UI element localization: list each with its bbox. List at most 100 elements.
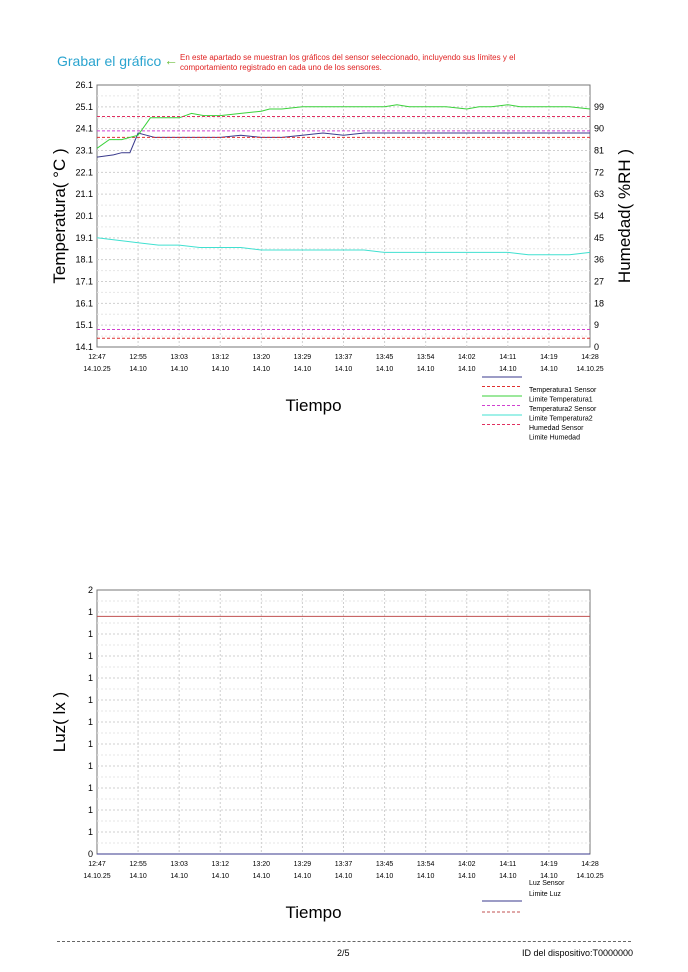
x-tick-date: 14.10 <box>417 873 435 880</box>
x-tick-time: 14:02 <box>458 861 476 868</box>
x-tick-date: 14.10 <box>253 366 271 373</box>
y-axis-label: Temperatura( °C ) <box>50 148 69 283</box>
x-tick-date: 14.10.25 <box>83 366 110 373</box>
x-tick-time: 14:19 <box>540 354 558 361</box>
y-tick-label: 15.1 <box>75 320 93 330</box>
y-tick-label: 23.1 <box>75 146 93 156</box>
x-tick-time: 13:12 <box>211 354 229 361</box>
legend-label: Humedad Sensor <box>529 425 584 432</box>
y2-axis-label: Humedad( %RH ) <box>615 149 634 283</box>
x-tick-date: 14.10 <box>253 873 271 880</box>
x-axis-label: Tiempo <box>285 396 341 415</box>
y-tick-label: 1 <box>88 673 93 683</box>
x-tick-time: 14:28 <box>581 354 599 361</box>
x-tick-date: 14.10 <box>129 366 147 373</box>
x-tick-time: 13:37 <box>335 861 353 868</box>
x-tick-time: 13:54 <box>417 354 435 361</box>
legend-label: Luz Sensor <box>529 880 565 887</box>
y-tick-label: 17.1 <box>75 277 93 287</box>
x-tick-date: 14.10 <box>417 366 435 373</box>
x-tick-time: 13:12 <box>211 861 229 868</box>
temperature-humidity-chart: 14.1 15.1 16.1 17.1 18.1 19.1 20.1 21.1 22.1 23.1… <box>50 80 634 442</box>
y-tick-label: 1 <box>88 629 93 639</box>
y-tick-label: 1 <box>88 739 93 749</box>
y-tick-label: 1 <box>88 651 93 661</box>
y-tick-label: 2 <box>88 585 93 595</box>
footer-divider <box>57 941 631 942</box>
device-id: ID del dispositivo:T0000000 <box>522 948 634 958</box>
x-tick-date: 14.10 <box>540 366 558 373</box>
page-number: 2/5 <box>337 948 350 958</box>
y-axis-label: Luz( lx ) <box>50 692 69 752</box>
series-line-temp1 <box>96 132 590 158</box>
legend-label: Limite Temperatura1 <box>529 397 593 404</box>
x-tick-date: 14.10 <box>499 366 517 373</box>
y2-tick-label: 18 <box>594 298 604 308</box>
y-tick-label: 1 <box>88 695 93 705</box>
legend-label: Temperatura2 Sensor <box>529 406 597 413</box>
x-tick-time: 13:29 <box>294 861 312 868</box>
y2-tick-label: 27 <box>594 277 604 287</box>
y-tick-label: 14.1 <box>75 342 93 352</box>
x-tick-date: 14.10 <box>294 366 312 373</box>
y-tick-label: 1 <box>88 761 93 771</box>
x-tick-date: 14.10.25 <box>83 873 110 880</box>
x-tick-time: 12:47 <box>88 861 106 868</box>
x-tick-date: 14.10 <box>170 873 188 880</box>
series-line-hum <box>96 237 591 256</box>
x-tick-time: 14:19 <box>540 861 558 868</box>
x-tick-time: 14:11 <box>499 354 516 361</box>
x-tick-date: 14.10 <box>294 873 312 880</box>
y-tick-label: 1 <box>88 805 93 815</box>
x-tick-time: 14:11 <box>499 861 516 868</box>
x-tick-date: 14.10 <box>211 873 229 880</box>
save-chart-link[interactable]: Grabar el gráfico <box>57 53 162 69</box>
legend-label: Limite Humedad <box>529 435 580 442</box>
x-tick-time: 12:55 <box>129 354 147 361</box>
x-tick-time: 12:47 <box>88 354 106 361</box>
y-tick-label: 1 <box>88 827 93 837</box>
x-tick-date: 14.10 <box>170 366 188 373</box>
y-tick-label: 0 <box>88 849 93 859</box>
x-tick-date: 14.10 <box>458 873 476 880</box>
x-tick-date: 14.10 <box>335 873 353 880</box>
y2-tick-label: 36 <box>594 255 604 265</box>
x-tick-date: 14.10 <box>540 873 558 880</box>
x-tick-date: 14.10.25 <box>576 873 603 880</box>
x-tick-date: 14.10 <box>376 873 394 880</box>
x-tick-time: 13:29 <box>294 354 312 361</box>
x-tick-date: 14.10 <box>376 366 394 373</box>
y2-tick-label: 90 <box>594 124 604 134</box>
y-tick-label: 25.1 <box>75 102 93 112</box>
legend-label: Limite Luz <box>529 891 561 898</box>
x-tick-time: 13:37 <box>335 354 353 361</box>
y-tick-label: 22.1 <box>75 167 93 177</box>
x-tick-date: 14.10 <box>499 873 517 880</box>
x-tick-time: 13:45 <box>376 354 394 361</box>
x-tick-date: 14.10 <box>129 873 147 880</box>
hint-text: En este apartado se muestran los gráfico… <box>180 53 516 72</box>
x-tick-date: 14.10 <box>335 366 353 373</box>
y2-tick-label: 81 <box>594 146 604 156</box>
y-tick-label: 26.1 <box>75 80 93 90</box>
x-tick-time: 12:55 <box>129 861 147 868</box>
y-tick-label: 24.1 <box>75 124 93 134</box>
x-axis-label: Tiempo <box>285 903 341 922</box>
x-tick-time: 13:20 <box>253 354 271 361</box>
y-tick-label: 21.1 <box>75 189 93 199</box>
x-tick-time: 13:03 <box>170 354 188 361</box>
y2-tick-label: 99 <box>594 102 604 112</box>
y2-tick-label: 0 <box>594 342 599 352</box>
y2-tick-label: 72 <box>594 167 604 177</box>
y-tick-label: 18.1 <box>75 255 93 265</box>
y-tick-label: 20.1 <box>75 211 93 221</box>
x-tick-time: 13:45 <box>376 861 394 868</box>
x-tick-date: 14.10 <box>458 366 476 373</box>
legend-label: Limite Temperatura2 <box>529 416 593 423</box>
y-tick-label: 1 <box>88 717 93 727</box>
legend-label: Temperatura1 Sensor <box>529 387 597 394</box>
y-tick-label: 19.1 <box>75 233 93 243</box>
x-tick-time: 14:02 <box>458 354 476 361</box>
y2-tick-label: 54 <box>594 211 604 221</box>
